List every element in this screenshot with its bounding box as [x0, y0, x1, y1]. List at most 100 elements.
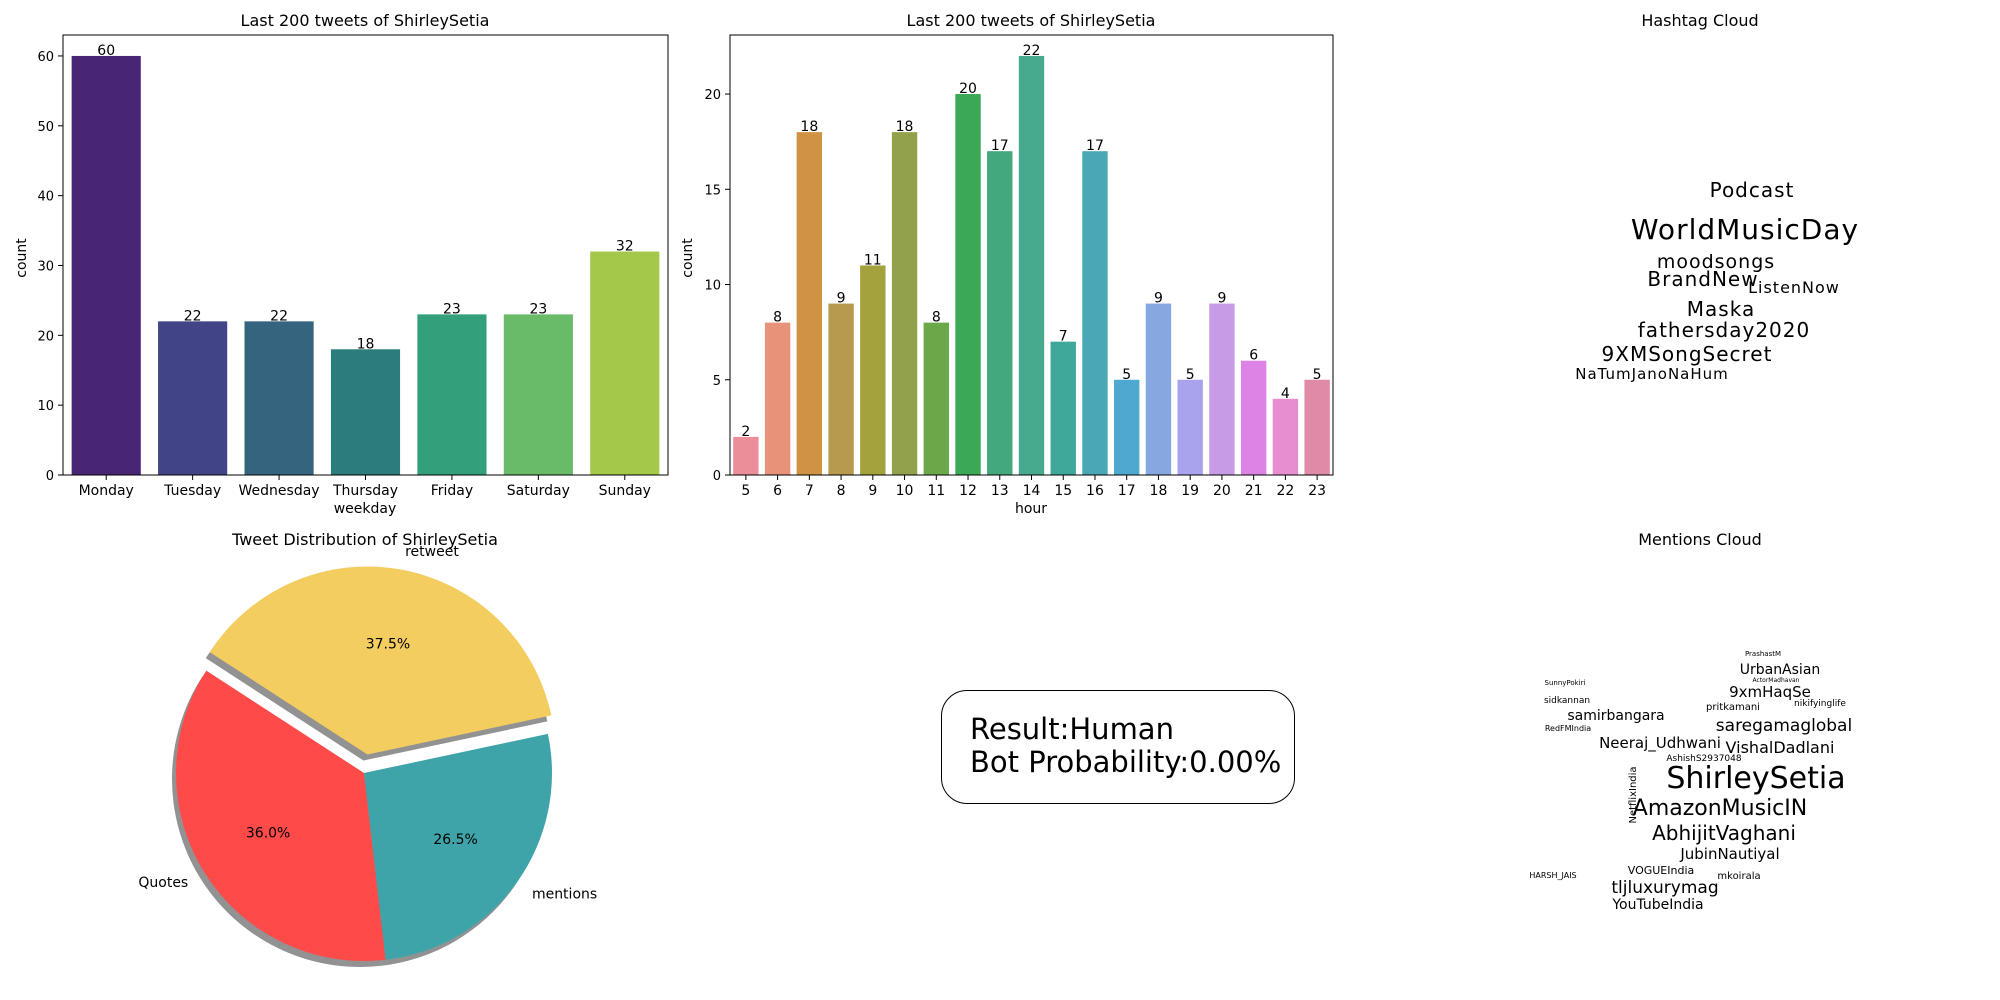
- data-label: 20: [959, 81, 977, 97]
- hashtag-word-cloud: Hashtag Cloud Podcast WorldMusicDay moodso…: [1575, 11, 1858, 383]
- bot-result-box: Result:Human Bot Probability:0.00%: [941, 690, 1295, 804]
- pie-value-label: 36.0%: [246, 825, 290, 841]
- mention-word: NetflixIndia: [1628, 766, 1639, 823]
- y-tick-label: 20: [704, 88, 721, 103]
- data-label: 9: [1217, 291, 1226, 307]
- pie-category-label: Quotes: [138, 875, 188, 891]
- x-tick-label: Sunday: [599, 483, 651, 499]
- bar-18: [1145, 303, 1172, 475]
- mention-word: VishalDadlani: [1726, 738, 1835, 757]
- data-label: 5: [1122, 367, 1131, 383]
- x-tick-label: 23: [1308, 483, 1326, 499]
- mention-word: HARSH_JAIS: [1529, 871, 1576, 880]
- data-label: 9: [837, 291, 846, 307]
- pie-value-label: 26.5%: [433, 832, 477, 848]
- mention-word: samirbangara: [1567, 708, 1664, 724]
- x-tick-label: 5: [741, 483, 750, 499]
- pie-value-label: 37.5%: [366, 637, 410, 653]
- y-tick-label: 30: [37, 259, 54, 274]
- bar-8: [828, 303, 854, 475]
- data-label: 23: [529, 301, 547, 317]
- pie-slices: [175, 566, 552, 961]
- tweet-distribution-pie-chart: Tweet Distribution of ShirleySetia 37.5%…: [138, 530, 597, 967]
- data-label: 2: [741, 424, 750, 440]
- mention-word: AmazonMusicIN: [1633, 796, 1807, 821]
- x-tick-label: 6: [773, 483, 782, 499]
- mention-word: sidkannan: [1544, 696, 1590, 706]
- x-tick-label: 14: [1023, 483, 1041, 499]
- bar-22: [1272, 398, 1299, 475]
- x-tick-label: Monday: [79, 483, 134, 499]
- hashtag-word: BrandNew: [1647, 267, 1758, 291]
- hashtag-word: moodsongs: [1657, 251, 1775, 273]
- mention-word: pritkamani: [1706, 702, 1760, 713]
- y-tick-label: 0: [713, 469, 721, 484]
- x-tick-label: Wednesday: [239, 483, 320, 499]
- y-tick-label: 5: [713, 374, 721, 389]
- x-tick-label: Tuesday: [163, 483, 221, 499]
- result-label: Result:Human: [970, 712, 1174, 746]
- bar-16: [1082, 151, 1108, 475]
- hashtag-word: fathersday2020: [1638, 318, 1810, 342]
- bar-17: [1114, 379, 1140, 475]
- bar-Friday: [417, 314, 487, 475]
- x-tick-label: 10: [896, 483, 914, 499]
- hashtag-cloud-title: Hashtag Cloud: [1641, 11, 1758, 30]
- data-label: 32: [616, 239, 634, 255]
- plot-frame: [62, 34, 669, 476]
- x-tick-label: 7: [805, 483, 814, 499]
- x-tick-label: 15: [1054, 483, 1072, 499]
- bar-Tuesday: [158, 321, 228, 475]
- mention-word: tljluxurymag: [1611, 878, 1718, 898]
- mention-word: AbhijitVaghani: [1652, 821, 1796, 845]
- y-tick-label: 40: [37, 190, 54, 205]
- mention-word: PrashastM: [1745, 650, 1781, 658]
- mention-word: Neeraj_Udhwani: [1599, 734, 1721, 753]
- mentions-cloud-title: Mentions Cloud: [1638, 530, 1762, 549]
- y-tick-label: 15: [704, 183, 721, 198]
- data-label: 4: [1281, 386, 1290, 402]
- hashtag-word: ListenNow: [1748, 278, 1840, 297]
- mention-word: nikifyinglife: [1794, 699, 1846, 709]
- hour-chart-xlabel: hour: [1015, 501, 1047, 517]
- data-label: 22: [270, 308, 288, 324]
- hashtag-word: Maska: [1687, 297, 1755, 321]
- x-tick-label: Thursday: [332, 483, 398, 499]
- data-label: 60: [97, 43, 115, 59]
- bar-Wednesday: [244, 321, 314, 475]
- x-tick-label: 11: [927, 483, 945, 499]
- bar-20: [1209, 303, 1235, 475]
- data-label: 8: [932, 310, 941, 326]
- weekday-bar-chart: Last 200 tweets of ShirleySetia count we…: [14, 11, 669, 517]
- x-tick-label: 8: [837, 483, 846, 499]
- x-tick-label: 21: [1245, 483, 1263, 499]
- bar-9: [860, 265, 886, 475]
- x-tick-label: 12: [959, 483, 977, 499]
- pie-category-label: mentions: [532, 887, 597, 903]
- x-tick-label: 17: [1118, 483, 1136, 499]
- x-tick-label: 9: [868, 483, 877, 499]
- x-tick-label: 16: [1086, 483, 1104, 499]
- mention-word: saregamaglobal: [1716, 716, 1852, 736]
- bar-Sunday: [590, 251, 660, 475]
- mention-word: VOGUEIndia: [1628, 864, 1695, 877]
- data-label: 22: [1023, 43, 1041, 59]
- plot-frame: [729, 34, 1334, 476]
- y-tick-label: 10: [37, 399, 54, 414]
- bar-7: [796, 132, 823, 475]
- mention-word: RedFMIndia: [1545, 724, 1591, 733]
- x-tick-label: 20: [1213, 483, 1231, 499]
- data-label: 11: [864, 252, 882, 268]
- data-label: 9: [1154, 291, 1163, 307]
- hour-bar-chart: Last 200 tweets of ShirleySetia count ho…: [680, 11, 1334, 517]
- data-label: 8: [773, 310, 782, 326]
- data-label: 6: [1249, 348, 1258, 364]
- mention-word: AshishS2937048: [1666, 754, 1742, 764]
- y-tick-label: 20: [37, 329, 54, 344]
- pie-slice-mentions: [364, 733, 552, 960]
- bar-21: [1240, 360, 1267, 475]
- hashtag-word: NaTumJanoNaHum: [1575, 365, 1729, 383]
- bar-5: [733, 436, 759, 475]
- bar-13: [987, 151, 1013, 475]
